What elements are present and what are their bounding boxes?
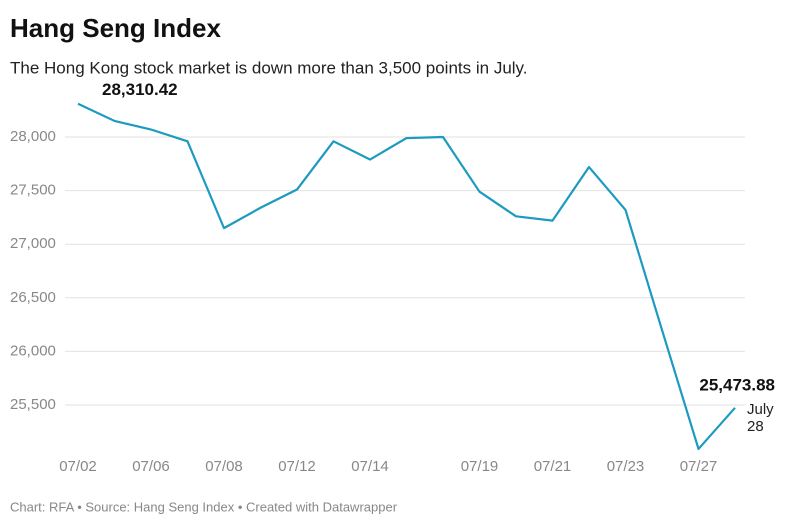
x-tick-label: 07/08 xyxy=(205,458,243,475)
value-label: 28,310.42 xyxy=(102,80,178,99)
end-annotation: July xyxy=(747,401,774,418)
y-tick-label: 26,500 xyxy=(10,289,56,306)
end-annotation: 28 xyxy=(747,418,764,435)
y-tick-label: 27,500 xyxy=(10,182,56,199)
chart-subtitle: The Hong Kong stock market is down more … xyxy=(10,58,528,77)
chart-title: Hang Seng Index xyxy=(10,13,221,43)
line xyxy=(77,102,736,451)
x-tick-label: 07/14 xyxy=(351,458,389,475)
value-label: 25,473.88 xyxy=(699,375,775,394)
x-tick-label: 07/06 xyxy=(132,458,170,475)
x-tick-label: 07/19 xyxy=(461,458,499,475)
x-tick-label: 07/02 xyxy=(59,458,97,475)
y-tick-label: 25,500 xyxy=(10,396,56,413)
chart-source: Chart: RFA • Source: Hang Seng Index • C… xyxy=(10,499,398,514)
y-tick-label: 27,000 xyxy=(10,235,56,252)
x-tick-label: 07/12 xyxy=(278,458,316,475)
y-tick-label: 28,000 xyxy=(10,128,56,145)
x-tick-label: 07/21 xyxy=(534,458,572,475)
y-tick-label: 26,000 xyxy=(10,342,56,359)
x-tick-label: 07/23 xyxy=(607,458,645,475)
x-tick-label: 07/27 xyxy=(680,458,718,475)
